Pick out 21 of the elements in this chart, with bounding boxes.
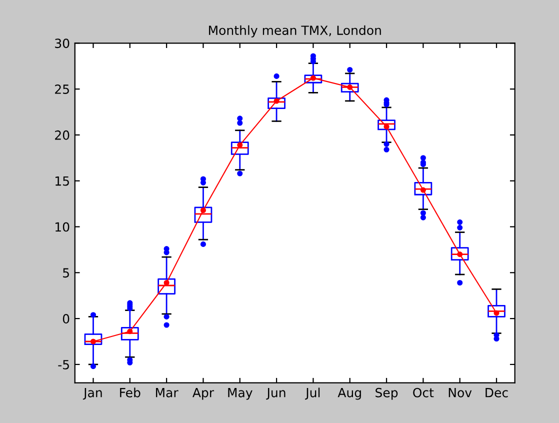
x-tick-label: Nov [448, 388, 472, 398]
y-tick-label: 15 [56, 176, 69, 186]
x-tick-label: Jan [82, 388, 102, 400]
y-tick-label: 20 [55, 130, 70, 140]
y-tick-label: 25 [55, 84, 69, 94]
y-tick-label: 0 [62, 314, 70, 324]
x-tick-label: Jun [266, 388, 286, 400]
x-tick-label: Aug [338, 388, 361, 400]
x-tick-label: Mar [156, 388, 178, 398]
x-tick-label: Sep [376, 388, 398, 400]
x-tick-label: Dec [486, 388, 508, 398]
chart-title: Monthly mean TMX, London [209, 25, 381, 38]
x-tick-label: Oct [413, 388, 434, 398]
y-tick-label: 5 [63, 268, 69, 278]
x-tick-label: Feb [120, 388, 140, 398]
x-tick-label: May [228, 388, 252, 400]
x-tick-label: Jul [305, 388, 320, 400]
x-tick-label: Apr [192, 388, 214, 400]
y-tick-label: 10 [56, 222, 70, 232]
y-tick-label: 30 [55, 38, 70, 48]
y-tick-label: -5 [58, 360, 69, 370]
